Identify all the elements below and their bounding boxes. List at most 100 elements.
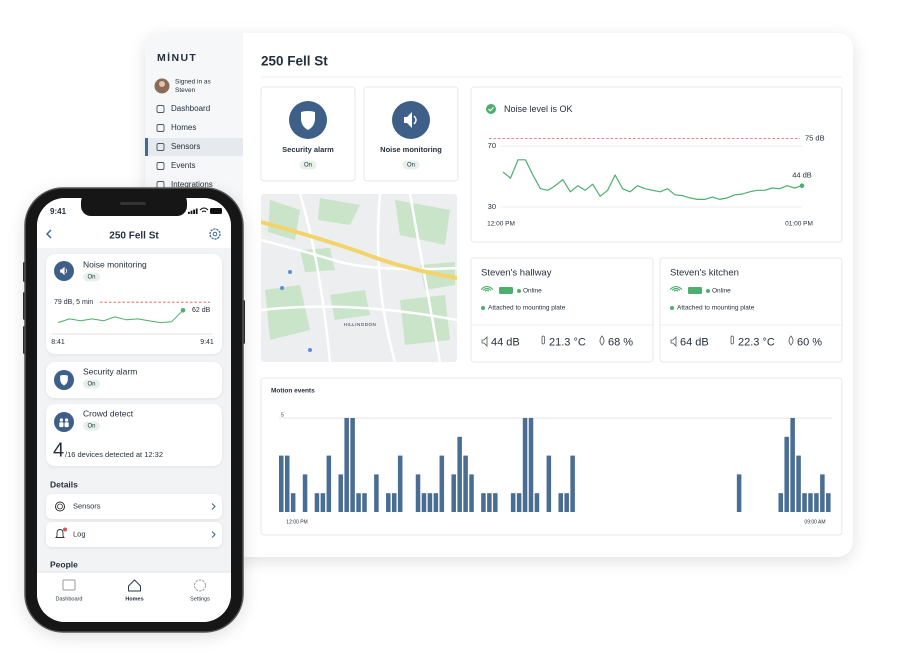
sensor-mount: Attached to mounting plate bbox=[488, 305, 566, 312]
wifi-icon bbox=[482, 287, 492, 291]
signed-in-label: Signed in as bbox=[175, 79, 212, 86]
sensor-card[interactable]: Steven's hallway Online Attached to mounti… bbox=[470, 257, 654, 363]
phone: 9:41 250 Fell St Noise monitoring On 79 dB, … bbox=[23, 187, 245, 633]
person-body bbox=[59, 422, 64, 428]
phone-screen: 9:41 250 Fell St Noise monitoring On 79 dB, … bbox=[37, 198, 231, 622]
bar bbox=[356, 493, 361, 512]
sensor-status: Online bbox=[712, 288, 731, 295]
bar bbox=[279, 455, 284, 512]
noise-icon bbox=[481, 336, 488, 347]
bar bbox=[570, 455, 575, 512]
sensor-card[interactable]: Steven's kitchen Online Attached to mounti… bbox=[659, 257, 843, 363]
bar bbox=[814, 493, 819, 512]
nav-active-bg bbox=[145, 138, 243, 156]
detail-row[interactable]: Sensors bbox=[46, 494, 222, 519]
bar bbox=[326, 455, 332, 512]
sensor-status: Online bbox=[523, 288, 542, 295]
card-title: Motion events bbox=[271, 388, 315, 395]
x-tick-label: 12:00 PM bbox=[487, 221, 515, 228]
row-bg bbox=[46, 494, 222, 519]
detail-row[interactable]: Log bbox=[46, 522, 222, 547]
speaker-wave bbox=[413, 115, 417, 125]
feature-card[interactable]: Noise monitoring On bbox=[363, 86, 459, 182]
noise-line bbox=[502, 159, 803, 200]
status-dot bbox=[517, 289, 521, 293]
bar bbox=[796, 455, 801, 512]
card-bg bbox=[470, 257, 654, 363]
back-button[interactable] bbox=[45, 229, 52, 239]
threshold-label: 79 dB, 5 min bbox=[54, 299, 93, 306]
wifi-status bbox=[199, 207, 209, 213]
row-label: Log bbox=[73, 529, 86, 538]
nav-label: Dashboard bbox=[171, 104, 210, 113]
feature-card[interactable]: Security alarm On bbox=[260, 86, 356, 182]
person-head bbox=[59, 418, 64, 422]
x-tick-label: 01:00 PM bbox=[785, 221, 813, 228]
nav-item[interactable]: Sensors bbox=[145, 138, 243, 156]
sensor-name: Steven's kitchen bbox=[670, 268, 739, 279]
map-park bbox=[330, 290, 370, 320]
map-motorway bbox=[261, 220, 457, 280]
wifi-icon bbox=[480, 286, 494, 291]
nav-item[interactable]: Dashboard bbox=[156, 104, 210, 113]
tab[interactable]: Homes bbox=[125, 579, 144, 602]
ok-icon bbox=[486, 104, 496, 114]
bar bbox=[790, 418, 795, 512]
user-name: Steven bbox=[175, 87, 196, 94]
speaker-wave bbox=[65, 268, 68, 274]
crowd-card[interactable]: Crowd detect On 4/16 devices detected at 1… bbox=[46, 404, 222, 466]
nav-active-bar bbox=[145, 138, 148, 156]
nav-item[interactable]: Homes bbox=[156, 123, 196, 132]
card-bg bbox=[260, 377, 843, 536]
map-road bbox=[298, 194, 332, 362]
bar bbox=[350, 418, 355, 512]
bar bbox=[314, 493, 320, 512]
map-park bbox=[318, 198, 360, 225]
bar bbox=[344, 418, 349, 512]
tab-label: Homes bbox=[125, 596, 143, 602]
map-label: HILLINGDON bbox=[344, 322, 377, 327]
bar bbox=[778, 493, 783, 512]
wifi-icon bbox=[673, 289, 679, 292]
map-road bbox=[376, 194, 397, 362]
settings-button[interactable] bbox=[209, 228, 221, 240]
nav-label: Homes bbox=[171, 123, 196, 132]
status-pill bbox=[83, 272, 100, 282]
battery-status bbox=[210, 208, 222, 214]
thermo-icon bbox=[730, 335, 734, 345]
bar bbox=[736, 474, 742, 512]
nav-label: Sensors bbox=[171, 142, 200, 151]
noise-card[interactable]: Noise monitoring On 79 dB, 5 min 62 dB 8:41 9… bbox=[46, 254, 222, 354]
tab[interactable]: Settings bbox=[190, 579, 210, 602]
bar bbox=[802, 493, 807, 512]
bar bbox=[826, 493, 831, 512]
logo: MİNUT bbox=[157, 51, 197, 64]
chevron bbox=[211, 503, 216, 510]
bar bbox=[487, 493, 492, 512]
nav-item[interactable]: Events bbox=[156, 161, 195, 170]
card-title: Crowd detect bbox=[83, 408, 134, 418]
bar bbox=[415, 474, 421, 512]
bar bbox=[558, 493, 563, 512]
tab[interactable]: Dashboard bbox=[56, 579, 83, 602]
status-text: On bbox=[87, 382, 95, 388]
map-pin bbox=[288, 270, 292, 274]
nav-icon bbox=[156, 105, 165, 113]
end-label: 44 dB bbox=[792, 171, 812, 180]
sensor-temperature: 22.3 °C bbox=[738, 336, 775, 348]
status-text: On bbox=[87, 275, 95, 281]
card-title: Noise level is OK bbox=[504, 104, 573, 114]
bar bbox=[451, 474, 456, 512]
bell-icon bbox=[55, 529, 65, 538]
status-text: On bbox=[87, 424, 95, 430]
card-title: Noise monitoring bbox=[83, 259, 147, 269]
bar bbox=[439, 455, 445, 512]
card-icon-bg bbox=[54, 412, 74, 432]
alarm-card[interactable]: Security alarm On bbox=[46, 362, 222, 398]
noise-line bbox=[57, 309, 184, 324]
badge-dot bbox=[63, 527, 67, 532]
speaker-icon bbox=[60, 266, 65, 276]
